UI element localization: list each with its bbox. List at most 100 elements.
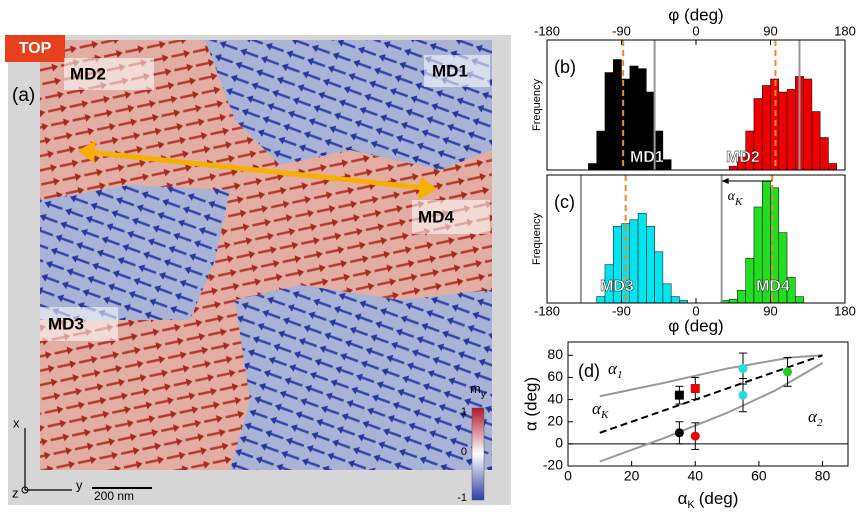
symbol: α	[608, 359, 618, 378]
y-tick-label: 0	[555, 435, 563, 451]
subscript: 1	[617, 369, 623, 381]
unit: (deg)	[699, 489, 739, 508]
symbol: α	[728, 189, 736, 204]
domain-label: MD1	[432, 61, 468, 80]
subscript: K	[687, 499, 695, 511]
sub-label: αK	[728, 189, 743, 207]
marker	[783, 367, 793, 377]
histogram-bar	[604, 72, 614, 171]
arrow-head	[721, 178, 729, 184]
colorbar-tick-label: -1	[457, 492, 467, 504]
histogram-bar	[654, 251, 664, 304]
domain-label: MD3	[48, 314, 84, 333]
histogram-bar	[737, 289, 746, 304]
symbol: α	[592, 399, 602, 418]
y-tick-label: -20	[543, 457, 563, 473]
x-axis-label: φ (deg)	[668, 316, 723, 335]
label-box	[424, 55, 490, 87]
x-tick-label: 90	[763, 303, 777, 318]
axis-label: z	[12, 485, 19, 500]
y-tick-label: 40	[547, 390, 563, 406]
x-tick-label: 40	[687, 468, 703, 484]
x-tick-label: 80	[815, 468, 831, 484]
blue-domain	[40, 185, 230, 320]
symbol: α	[678, 489, 688, 508]
subscript: K	[734, 196, 743, 208]
marker	[674, 428, 684, 438]
blue-domain	[230, 285, 492, 470]
axis-label: x	[13, 415, 20, 430]
plot-frame	[567, 341, 849, 467]
x-tick-label: -90	[612, 23, 631, 38]
sub-label: α2	[808, 407, 823, 429]
histogram-bar	[819, 137, 829, 171]
panel-label: (d)	[578, 361, 600, 381]
x-axis-label: φ (deg)	[668, 5, 723, 24]
histogram-bar	[662, 283, 672, 304]
marker	[738, 364, 748, 374]
x-tick-label: 0	[692, 23, 699, 38]
histogram-bar	[728, 165, 738, 171]
y-tick-label: 80	[547, 346, 563, 362]
sub-label: α1	[608, 359, 622, 381]
histogram-bar	[662, 159, 672, 171]
domain-label: MD4	[418, 207, 454, 226]
marker	[674, 390, 684, 400]
curve	[599, 354, 823, 398]
x-tick-label: 180	[834, 23, 856, 38]
panel-label: (a)	[12, 85, 35, 106]
x-tick-label: -180	[534, 23, 560, 38]
x-tick-label: 60	[751, 468, 767, 484]
arrow-head	[78, 140, 96, 163]
histogram-bar	[803, 78, 813, 171]
colorbar-tick-label: 0	[461, 446, 467, 458]
sub-label: αK	[592, 399, 609, 421]
x-tick-label: 180	[834, 303, 856, 318]
curve	[599, 354, 823, 434]
histogram-bar	[612, 59, 622, 171]
histogram-bar	[728, 298, 738, 304]
histogram-bar	[596, 130, 606, 171]
marker	[738, 390, 748, 400]
x-tick-label: 20	[624, 468, 640, 484]
symbol: m	[470, 381, 481, 396]
x-tick-label: 90	[763, 23, 777, 38]
domain-label: MD4	[756, 278, 790, 295]
label-box	[64, 58, 154, 90]
subscript: K	[600, 409, 609, 421]
x-tick-label: -90	[612, 303, 631, 318]
histogram-bar	[745, 257, 755, 304]
plot-frame	[546, 174, 846, 304]
blue-domain	[205, 40, 492, 170]
domain-label: MD2	[70, 64, 106, 83]
histogram-bar	[637, 213, 647, 304]
label-box	[412, 200, 490, 234]
y-axis-label: Frequency	[531, 79, 543, 131]
label-box	[40, 307, 118, 341]
x-axis-label: αK (deg)	[678, 489, 739, 510]
domain-label: MD2	[726, 149, 760, 166]
histogram-bar	[670, 296, 680, 304]
double-arrow	[87, 149, 426, 191]
histogram-bar	[596, 296, 606, 304]
panel-label: (b)	[554, 57, 576, 77]
histogram-bar	[795, 296, 804, 304]
colorbar-title: my	[470, 381, 486, 399]
arrow-head	[418, 177, 437, 200]
subscript: 2	[817, 417, 823, 429]
histogram-bar	[811, 111, 821, 171]
histogram-bar	[828, 163, 837, 171]
x-tick-label: 0	[564, 468, 572, 484]
axis-label: y	[76, 477, 83, 492]
x-tick-label: 0	[692, 303, 699, 318]
badge	[5, 35, 65, 62]
domain-label: MD1	[630, 149, 664, 166]
histogram-bar	[588, 163, 597, 171]
axis-origin	[21, 486, 29, 494]
scale-label: 200 nm	[94, 489, 134, 503]
y-tick-label: 60	[547, 368, 563, 384]
histogram-bar	[761, 85, 771, 171]
marker	[690, 384, 700, 393]
